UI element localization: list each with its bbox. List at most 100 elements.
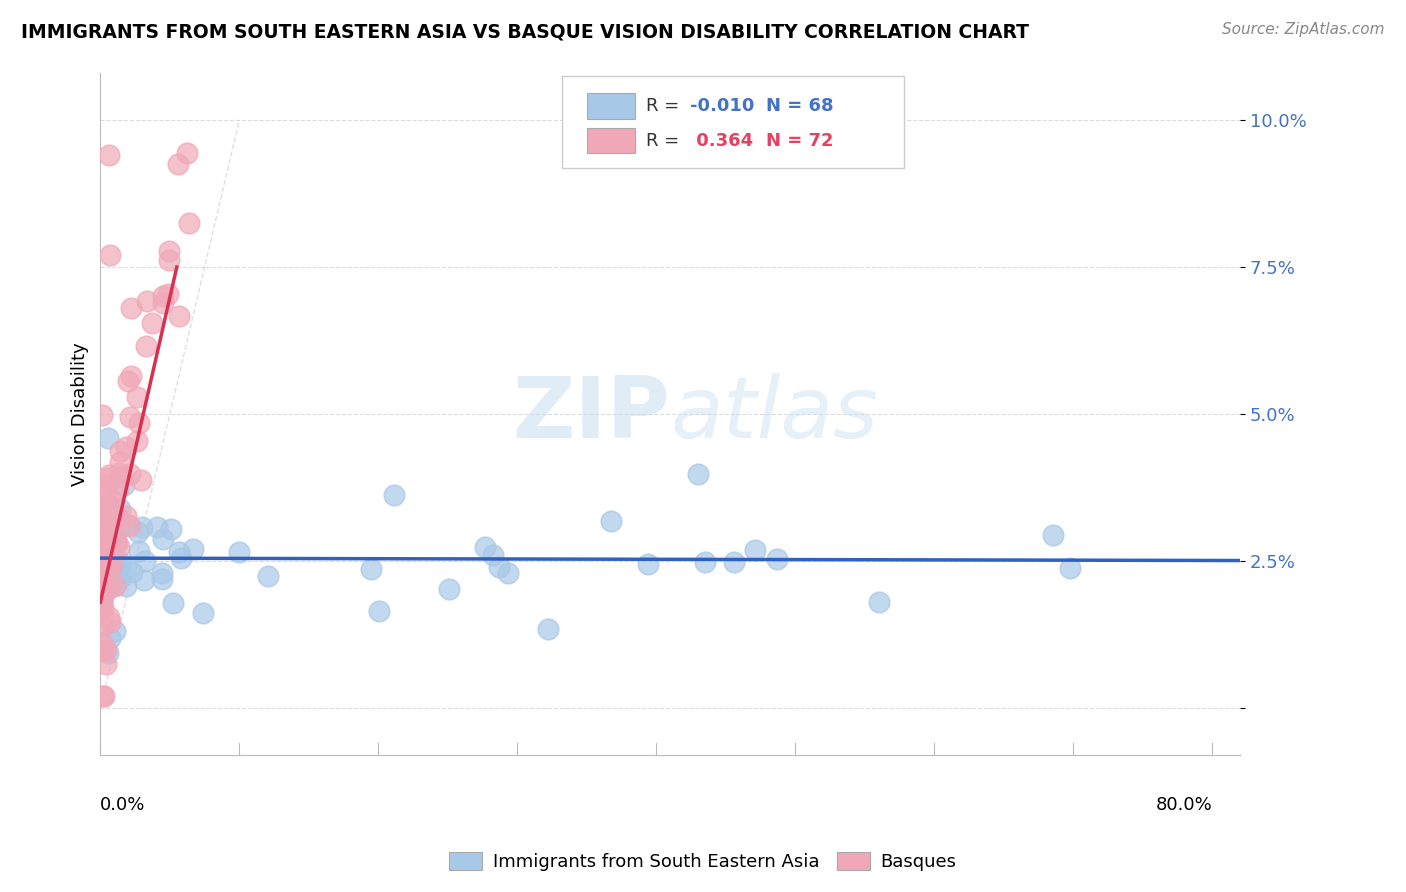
Point <box>107 482 129 496</box>
Point <box>91 600 114 615</box>
Point <box>146 520 169 534</box>
Text: ZIP: ZIP <box>513 373 671 456</box>
Point <box>96 657 118 672</box>
Text: 0.0%: 0.0% <box>100 797 146 814</box>
Point <box>90 566 112 581</box>
FancyBboxPatch shape <box>588 128 636 153</box>
Point <box>93 518 115 533</box>
Point <box>167 545 190 559</box>
Point <box>97 566 120 580</box>
Point <box>181 542 204 557</box>
Point <box>107 512 129 526</box>
Y-axis label: Vision Disability: Vision Disability <box>72 343 89 486</box>
Point <box>110 443 132 458</box>
Point <box>93 508 115 522</box>
Point <box>152 296 174 310</box>
Point <box>496 566 519 581</box>
Point <box>120 301 142 316</box>
Point <box>115 440 138 454</box>
Point <box>152 289 174 303</box>
Point <box>132 573 155 587</box>
Point <box>128 543 150 558</box>
Point <box>141 316 163 330</box>
Point <box>114 509 136 524</box>
Point <box>98 610 121 624</box>
Point <box>93 572 115 586</box>
Point <box>152 566 174 580</box>
Point <box>134 554 156 568</box>
Point <box>101 541 124 556</box>
Point <box>91 642 114 657</box>
Point <box>128 416 150 430</box>
Point <box>93 482 115 496</box>
Point <box>97 515 120 529</box>
Point <box>93 690 115 704</box>
Point <box>96 471 118 485</box>
Point <box>101 493 124 508</box>
Point <box>1059 561 1081 575</box>
Point <box>94 513 117 527</box>
Text: 0.364: 0.364 <box>689 131 752 150</box>
FancyBboxPatch shape <box>588 94 636 120</box>
Point <box>91 589 114 603</box>
Point <box>94 550 117 565</box>
Point <box>94 506 117 520</box>
Point <box>136 293 159 308</box>
Point <box>104 624 127 639</box>
Point <box>90 409 112 423</box>
Point <box>93 583 115 598</box>
Point <box>108 521 131 535</box>
Point <box>90 542 112 557</box>
Point <box>177 216 200 230</box>
Point <box>108 555 131 569</box>
Point <box>97 148 120 162</box>
Point <box>90 593 112 607</box>
Point <box>129 473 152 487</box>
Point <box>159 522 181 536</box>
Point <box>90 564 112 578</box>
Text: 80.0%: 80.0% <box>1156 797 1212 814</box>
Point <box>98 615 121 629</box>
Point <box>157 244 180 258</box>
Point <box>688 467 710 482</box>
Point <box>98 558 121 573</box>
Point <box>117 374 139 388</box>
Point <box>98 578 121 592</box>
Point <box>108 466 131 480</box>
Point <box>93 499 115 513</box>
Text: N = 72: N = 72 <box>766 131 834 150</box>
Point <box>98 248 121 262</box>
Point <box>228 545 250 559</box>
Point <box>127 434 149 449</box>
Point <box>482 548 505 562</box>
Point <box>94 484 117 499</box>
Point <box>162 596 184 610</box>
Point <box>1042 527 1064 541</box>
Point <box>125 390 148 404</box>
Point <box>96 536 118 550</box>
Point <box>765 552 787 566</box>
Point <box>112 477 135 491</box>
Point <box>637 557 659 571</box>
Text: Source: ZipAtlas.com: Source: ZipAtlas.com <box>1222 22 1385 37</box>
Point <box>488 559 510 574</box>
Point <box>93 478 115 492</box>
Point <box>127 525 149 540</box>
Point <box>105 536 128 550</box>
Point <box>96 647 118 661</box>
Point <box>98 631 121 645</box>
Point <box>170 550 193 565</box>
Point <box>90 544 112 558</box>
Point <box>98 499 121 513</box>
FancyBboxPatch shape <box>562 77 904 169</box>
Point <box>360 562 382 576</box>
Point <box>115 579 138 593</box>
Point <box>104 577 127 591</box>
Text: -0.010: -0.010 <box>689 97 754 115</box>
Point <box>90 582 112 597</box>
Text: N = 68: N = 68 <box>766 97 834 115</box>
Point <box>121 369 143 384</box>
Point <box>90 539 112 553</box>
Point <box>98 581 121 595</box>
Point <box>121 565 143 579</box>
